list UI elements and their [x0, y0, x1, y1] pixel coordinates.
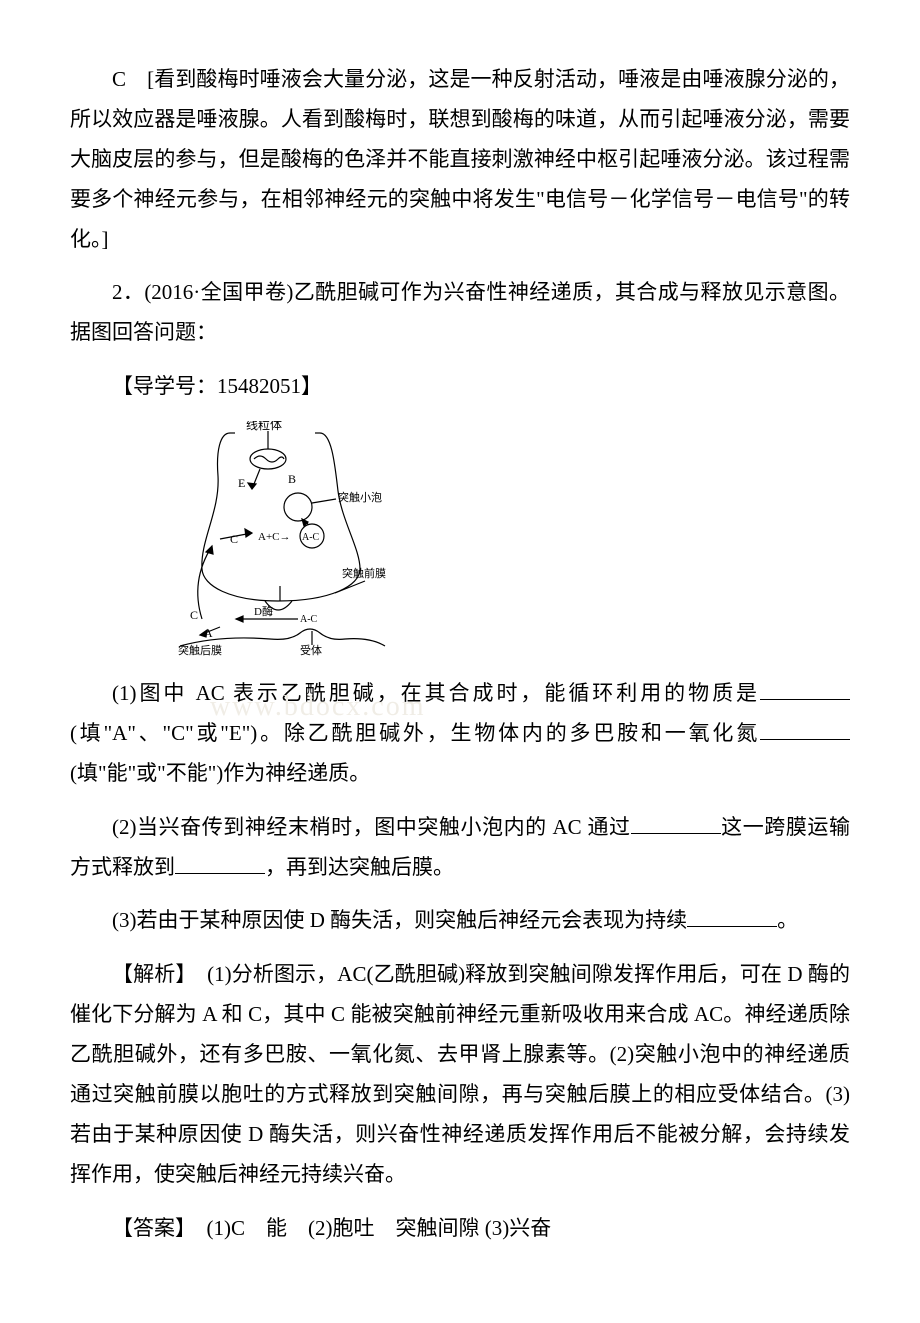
label-ac-arrow: A+C→ [258, 531, 290, 543]
synapse-diagram: 线粒体 E B 突触小泡 C A+C→ A-C 突触前膜 C D酶 A-C A … [160, 421, 850, 670]
label-d-enzyme: D酶 [254, 605, 273, 618]
blank-5 [687, 905, 777, 927]
label-e: E [238, 476, 245, 490]
blank-2 [760, 718, 850, 740]
q2-part-a: (2)当兴奋传到神经末梢时，图中突触小泡内的 AC 通过 [112, 815, 631, 839]
q1-part-b: (填"A"、"C"或"E")。除乙酰胆碱外，生物体内的多巴胺和一氧化氮 [70, 721, 760, 745]
analysis-paragraph: 【解析】 (1)分析图示，AC(乙酰胆碱)释放到突触间隙发挥作用后，可在 D 酶… [70, 955, 850, 1194]
study-number: 【导学号：15482051】 [70, 367, 850, 407]
label-ac-circle: A-C [302, 532, 320, 543]
q2-part-c: ，再到达突触后膜。 [265, 855, 454, 879]
q3-part-a: (3)若由于某种原因使 D 酶失活，则突触后神经元会表现为持续 [112, 908, 687, 932]
label-pre-membrane: 突触前膜 [342, 566, 386, 580]
label-b: B [288, 472, 296, 486]
question-2-stem: 2．(2016·全国甲卷)乙酰胆碱可作为兴奋性神经递质，其合成与释放见示意图。据… [70, 273, 850, 353]
answer-paragraph: 【答案】 (1)C 能 (2)胞吐 突触间隙 (3)兴奋 [70, 1209, 850, 1249]
synapse-svg: 线粒体 E B 突触小泡 C A+C→ A-C 突触前膜 C D酶 A-C A … [160, 421, 400, 656]
label-c-outer: C [190, 608, 198, 622]
q3-part-b: 。 [777, 908, 798, 932]
question-2-1: (1)图中 AC 表示乙酰胆碱，在其合成时，能循环利用的物质是 (填"A"、"C"… [70, 674, 850, 794]
paragraph-explanation-c: C [看到酸梅时唾液会大量分泌，这是一种反射活动，唾液是由唾液腺分泌的，所以效应… [70, 60, 850, 259]
q1-part-c: (填"能"或"不能")作为神经递质。 [70, 761, 370, 785]
blank-3 [631, 812, 721, 834]
label-c-inner: C [230, 532, 238, 546]
label-receptor: 受体 [300, 643, 322, 656]
q1-part-a: (1)图中 AC 表示乙酰胆碱，在其合成时，能循环利用的物质是 [112, 681, 760, 705]
label-ac-cleft: A-C [300, 614, 318, 625]
label-post-membrane: 突触后膜 [178, 643, 222, 656]
blank-1 [760, 678, 850, 700]
label-a: A [204, 626, 213, 640]
label-mito: 线粒体 [246, 421, 282, 432]
question-2-3: (3)若由于某种原因使 D 酶失活，则突触后神经元会表现为持续 。 [70, 901, 850, 941]
label-vesicle: 突触小泡 [338, 490, 382, 504]
blank-4 [175, 852, 265, 874]
question-2-2: (2)当兴奋传到神经末梢时，图中突触小泡内的 AC 通过这一跨膜运输方式释放到，… [70, 808, 850, 888]
